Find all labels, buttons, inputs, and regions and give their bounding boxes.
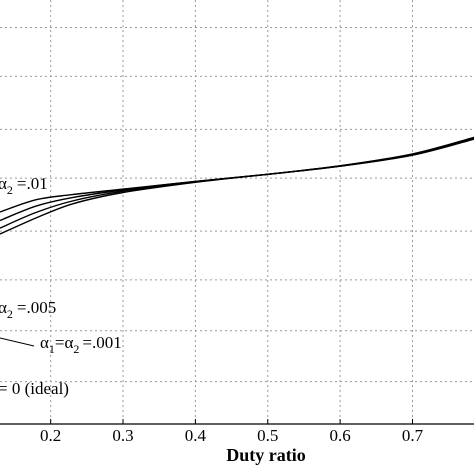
- x-ticks: 0.2 0.3 0.4 0.5 0.6 0.7: [40, 419, 424, 445]
- series-line-3: [0, 136, 474, 235]
- x-tick-label-2: 0.4: [185, 426, 207, 445]
- x-tick-label-4: 0.6: [329, 426, 350, 445]
- annotation-alpha2-005-value: =.005: [17, 298, 56, 317]
- annotation-alpha-001-value: =.001: [82, 333, 121, 352]
- annotation-alpha2-01: α2 =.01: [0, 174, 48, 197]
- series-line-1: [0, 137, 474, 222]
- x-tick-label-1: 0.3: [112, 426, 133, 445]
- annotation-alpha2-005-sub: 2: [7, 307, 13, 321]
- annotation-alpha-001-leader: [0, 337, 35, 347]
- x-tick-label-5: 0.7: [402, 426, 424, 445]
- annotation-alpha2-01-symbol: α: [0, 174, 7, 193]
- grid: [0, 0, 474, 424]
- x-tick-label-0: 0.2: [40, 426, 61, 445]
- annotation-alpha2-sub: 2: [73, 342, 79, 356]
- annotation-alpha2-01-value: =.01: [17, 174, 48, 193]
- annotation-alpha2-005-symbol: α: [0, 298, 7, 317]
- annotation-alpha1-sub: 1: [49, 342, 55, 356]
- annotation-alpha1-alpha2-001: α1=α2 =.001: [40, 333, 122, 356]
- annotation-ideal: = 0 (ideal): [0, 379, 69, 398]
- annotation-alpha-eq: =α: [55, 333, 74, 352]
- series-group: [0, 136, 474, 235]
- annotation-alpha1-symbol: α: [40, 333, 49, 352]
- annotation-alpha2-005: α2 =.005: [0, 298, 56, 321]
- x-axis-title: Duty ratio: [226, 445, 306, 465]
- annotation-alpha2-01-sub: 2: [7, 183, 13, 197]
- x-tick-label-3: 0.5: [257, 426, 278, 445]
- series-line-2: [0, 137, 474, 229]
